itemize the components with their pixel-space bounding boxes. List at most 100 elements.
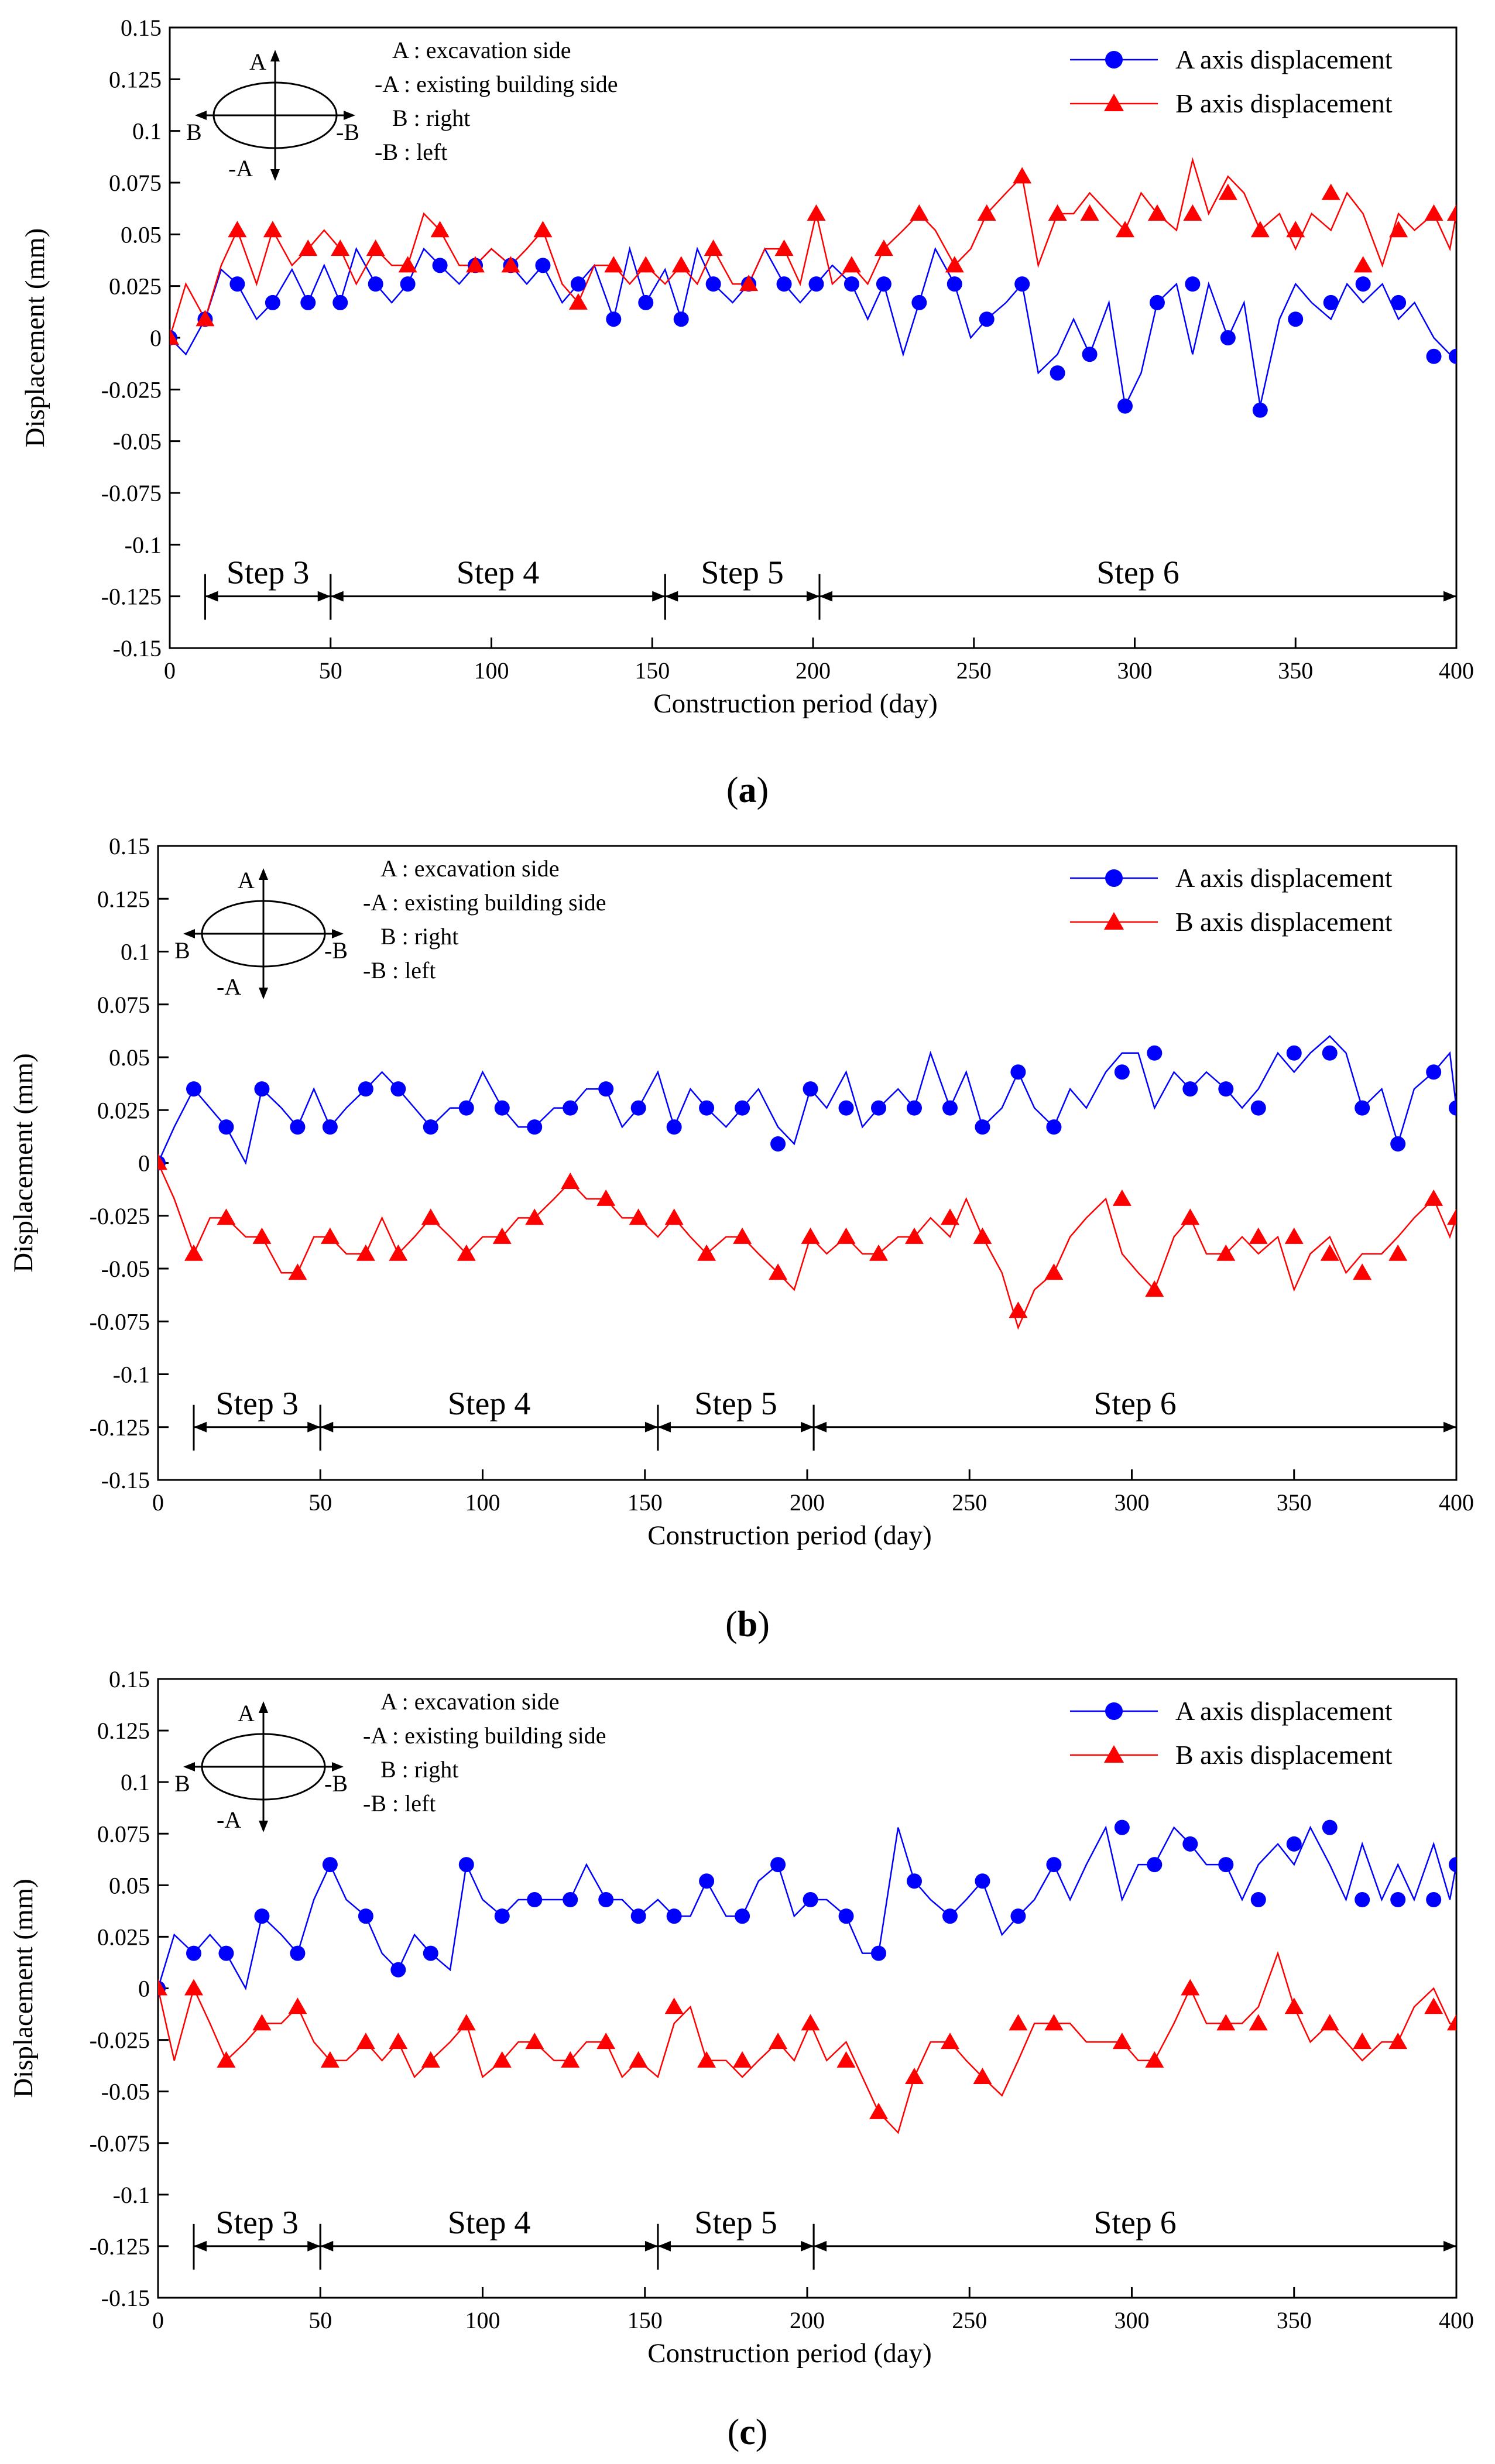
chart-panel-b: 0.15 0.125 0.1 0.075 0.05 0.025 0 -0.025 -0.05 -0… [8,833,1474,1551]
b-axis-marker [170,328,179,345]
b-axis-marker [1447,1208,1456,1225]
x-tick-label: 300 [1117,657,1153,684]
y-tick-label: -0.025 [90,2027,150,2054]
x-tick-label: 350 [1277,2307,1312,2333]
plot-frame [157,1678,1458,2299]
legend-circle-icon [1105,51,1123,68]
a-axis-marker [1288,311,1304,327]
arrow-left-icon [195,111,207,120]
arrow-down-icon [259,1821,268,1832]
a-axis-marker [1218,1857,1234,1873]
arrow-up-icon [270,50,280,61]
step-annotation: Step 6 [812,2205,1458,2270]
arrow-left-icon [183,1762,195,1771]
y-tick-label: 0 [138,1976,150,2002]
arrow-left-icon [819,591,832,602]
b-axis-marker [366,239,385,256]
a-axis-series-line [158,1035,1456,1166]
plot-area [158,1035,1456,1330]
y-tick-label: 0.1 [132,118,162,145]
a-axis-marker [735,1908,750,1924]
arrow-right-icon [801,1421,814,1433]
legend-circle-icon [1105,1702,1123,1720]
b-axis-marker [1321,183,1340,200]
a-axis-marker [838,1908,854,1924]
a-axis-marker [563,1100,578,1116]
y-tick-label: 0.025 [97,1097,150,1123]
a-axis-marker [666,1119,682,1135]
a-axis-marker [1449,1857,1456,1873]
orientation-label-minus-b: -B [336,119,359,145]
x-tick-label: 150 [628,2307,663,2333]
a-axis-marker [1046,1119,1062,1135]
a-axis-marker [218,1119,234,1135]
b-axis-marker [1145,1280,1164,1297]
a-axis-marker [1355,1100,1370,1116]
a-axis-marker [606,311,622,327]
b-axis-series-line [158,1162,1456,1330]
a-axis-marker [563,1891,578,1907]
y-tick-label: -0.075 [90,2130,150,2157]
a-axis-marker [770,1857,786,1873]
chart-panel-a: 0.15 0.125 0.1 0.075 0.05 0.025 0 -0.025 -0.05 -0… [20,15,1474,719]
arrow-right-icon [307,2240,321,2251]
b-axis-marker [421,2051,440,2068]
legend-triangle-icon [1104,1745,1124,1763]
b-axis-marker [1112,2033,1131,2050]
step-label: Step 6 [1093,2205,1177,2241]
y-tick-label: -0.15 [101,1467,150,1493]
b-axis-marker [1250,221,1270,238]
b-axis-marker [533,221,553,238]
a-axis-marker [673,311,689,327]
a-axis-marker [290,1945,306,1961]
b-axis-marker [1284,1227,1304,1244]
step-label: Step 5 [694,1386,777,1422]
x-tick-label: 100 [465,2307,500,2333]
b-axis-marker [561,1172,580,1189]
a-axis-marker [390,1081,406,1097]
b-axis-marker [228,221,247,238]
y-tick-label: -0.1 [113,1362,150,1388]
plot-frame [169,26,1458,649]
b-axis-marker [457,1244,476,1261]
step-annotation: Step 3 [193,2205,321,2270]
b-axis-marker [1145,2051,1164,2068]
b-axis-marker [196,310,215,327]
a-axis-marker [1355,1891,1370,1907]
a-axis-marker [1082,347,1098,362]
arrow-right-icon [1443,2240,1456,2251]
b-axis-marker [568,293,588,310]
a-axis-marker [1218,1081,1234,1097]
orientation-label-minus-a: -A [228,155,253,181]
y-tick-label: -0.1 [125,532,162,558]
a-axis-marker [699,1873,715,1889]
b-axis-marker [398,256,417,273]
b-axis-marker [1009,1301,1028,1318]
orientation-legend: A : excavation side -A : existing buildin… [363,855,606,983]
a-axis-marker [666,1908,682,1924]
arrow-left-icon [330,591,344,602]
a-axis-marker [870,1945,886,1961]
a-axis-marker [876,276,891,292]
orientation-note-line: -A : existing building side [375,71,618,97]
arrow-right-icon [644,2240,658,2251]
x-tick-label: 100 [474,657,509,684]
orientation-label-minus-a: -A [217,974,241,1000]
b-axis-marker [1389,221,1408,238]
b-axis-marker [671,256,691,273]
b-axis-marker [457,2014,476,2031]
b-axis-marker [466,256,485,273]
x-tick-label: 0 [164,657,176,684]
step-label: Step 4 [457,555,540,591]
a-axis-marker [400,276,416,292]
b-axis-marker [1044,2014,1064,2031]
y-tick-label: 0.075 [97,992,150,1018]
b-axis-series-line [170,157,1456,338]
y-tick-label: 0.025 [97,1924,150,1950]
b-axis-marker [331,239,350,256]
legend-label: A axis displacement [1175,1696,1393,1726]
a-axis-marker [942,1100,958,1116]
b-axis-marker [320,1227,340,1244]
b-axis-marker [836,1227,856,1244]
x-axis-title: Construction period (day) [647,2338,932,2369]
